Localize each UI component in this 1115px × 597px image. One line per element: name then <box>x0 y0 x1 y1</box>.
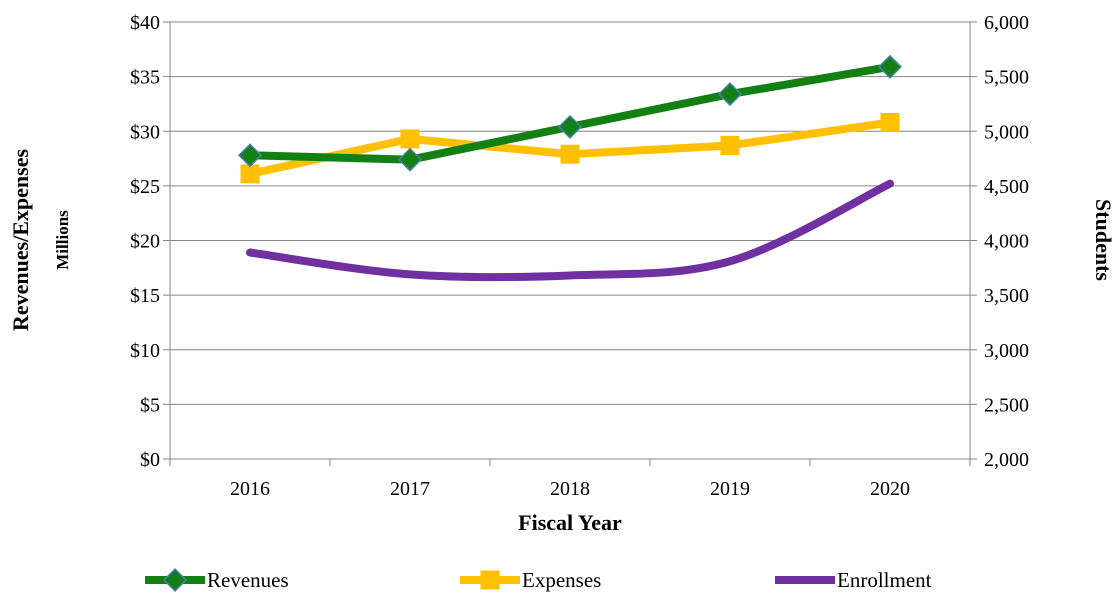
series-enrollment <box>246 179 894 282</box>
y-right-tick-label: 4,000 <box>984 231 1029 253</box>
y-right-axis-title: Students <box>1091 199 1115 281</box>
y-left-tick-label: $35 <box>130 67 160 89</box>
data-point-expenses <box>240 164 260 184</box>
legend-label: Revenues <box>207 568 289 592</box>
legend-marker <box>162 567 188 593</box>
series-line-enrollment <box>246 179 894 282</box>
data-point-revenues <box>877 54 903 79</box>
y-left-tick-label: $25 <box>130 176 160 198</box>
y-right-tick-label: 2,000 <box>984 449 1029 471</box>
y-right-tick-label: 4,500 <box>984 176 1029 198</box>
x-tick-label: 2017 <box>390 478 430 500</box>
data-point-expenses <box>880 113 900 133</box>
series-expenses <box>240 113 900 184</box>
legend: Revenues Expenses Enrollment <box>145 567 932 593</box>
x-axis-title: Fiscal Year <box>518 510 622 535</box>
data-point-revenues <box>237 143 263 168</box>
y-right-tick-label: 3,000 <box>984 340 1029 362</box>
y-left-axis-title: Revenues/Expenses <box>8 149 33 332</box>
legend-item-expenses: Expenses <box>460 568 601 592</box>
x-tick-label: 2020 <box>870 478 910 500</box>
legend-marker <box>480 570 500 590</box>
y-right-tick-label: 2,500 <box>984 394 1029 416</box>
series-revenues <box>237 54 903 172</box>
x-tick-label: 2018 <box>550 478 590 500</box>
data-point-expenses <box>560 144 580 164</box>
y-right-tick-label: 3,500 <box>984 285 1029 307</box>
y-right-tick-label: 5,000 <box>984 121 1029 143</box>
legend-label: Expenses <box>522 568 601 592</box>
y-left-tick-label: $15 <box>130 285 160 307</box>
y-right-tick-label: 5,500 <box>984 67 1029 89</box>
plot-area <box>237 54 903 282</box>
data-point-revenues <box>717 82 743 107</box>
y-left-tick-label: $40 <box>130 12 160 34</box>
data-point-revenues <box>557 114 583 139</box>
legend-label: Enrollment <box>837 568 932 592</box>
gridlines <box>170 21 970 405</box>
data-point-expenses <box>400 129 420 149</box>
x-tick-label: 2016 <box>230 478 270 500</box>
data-point-revenues <box>397 147 423 172</box>
y-left-tick-label: $0 <box>140 449 160 471</box>
y-left-tick-label: $30 <box>130 121 160 143</box>
x-tick-label: 2019 <box>710 478 750 500</box>
y-left-tick-label: $5 <box>140 394 160 416</box>
legend-item-enrollment: Enrollment <box>775 568 932 592</box>
y-right-tick-label: 6,000 <box>984 12 1029 34</box>
axis-labels: Fiscal Year Revenues/Expenses Millions S… <box>8 149 1115 535</box>
axes: $0 $5 $10 $15 $20 $25 $30 $35 $40 2,000 2,500 3,000… <box>130 12 1029 500</box>
y-left-tick-label: $20 <box>130 231 160 253</box>
data-point-expenses <box>720 135 740 155</box>
y-left-tick-label: $10 <box>130 340 160 362</box>
y-left-axis-subtitle: Millions <box>53 210 72 270</box>
legend-item-revenues: Revenues <box>145 567 289 593</box>
